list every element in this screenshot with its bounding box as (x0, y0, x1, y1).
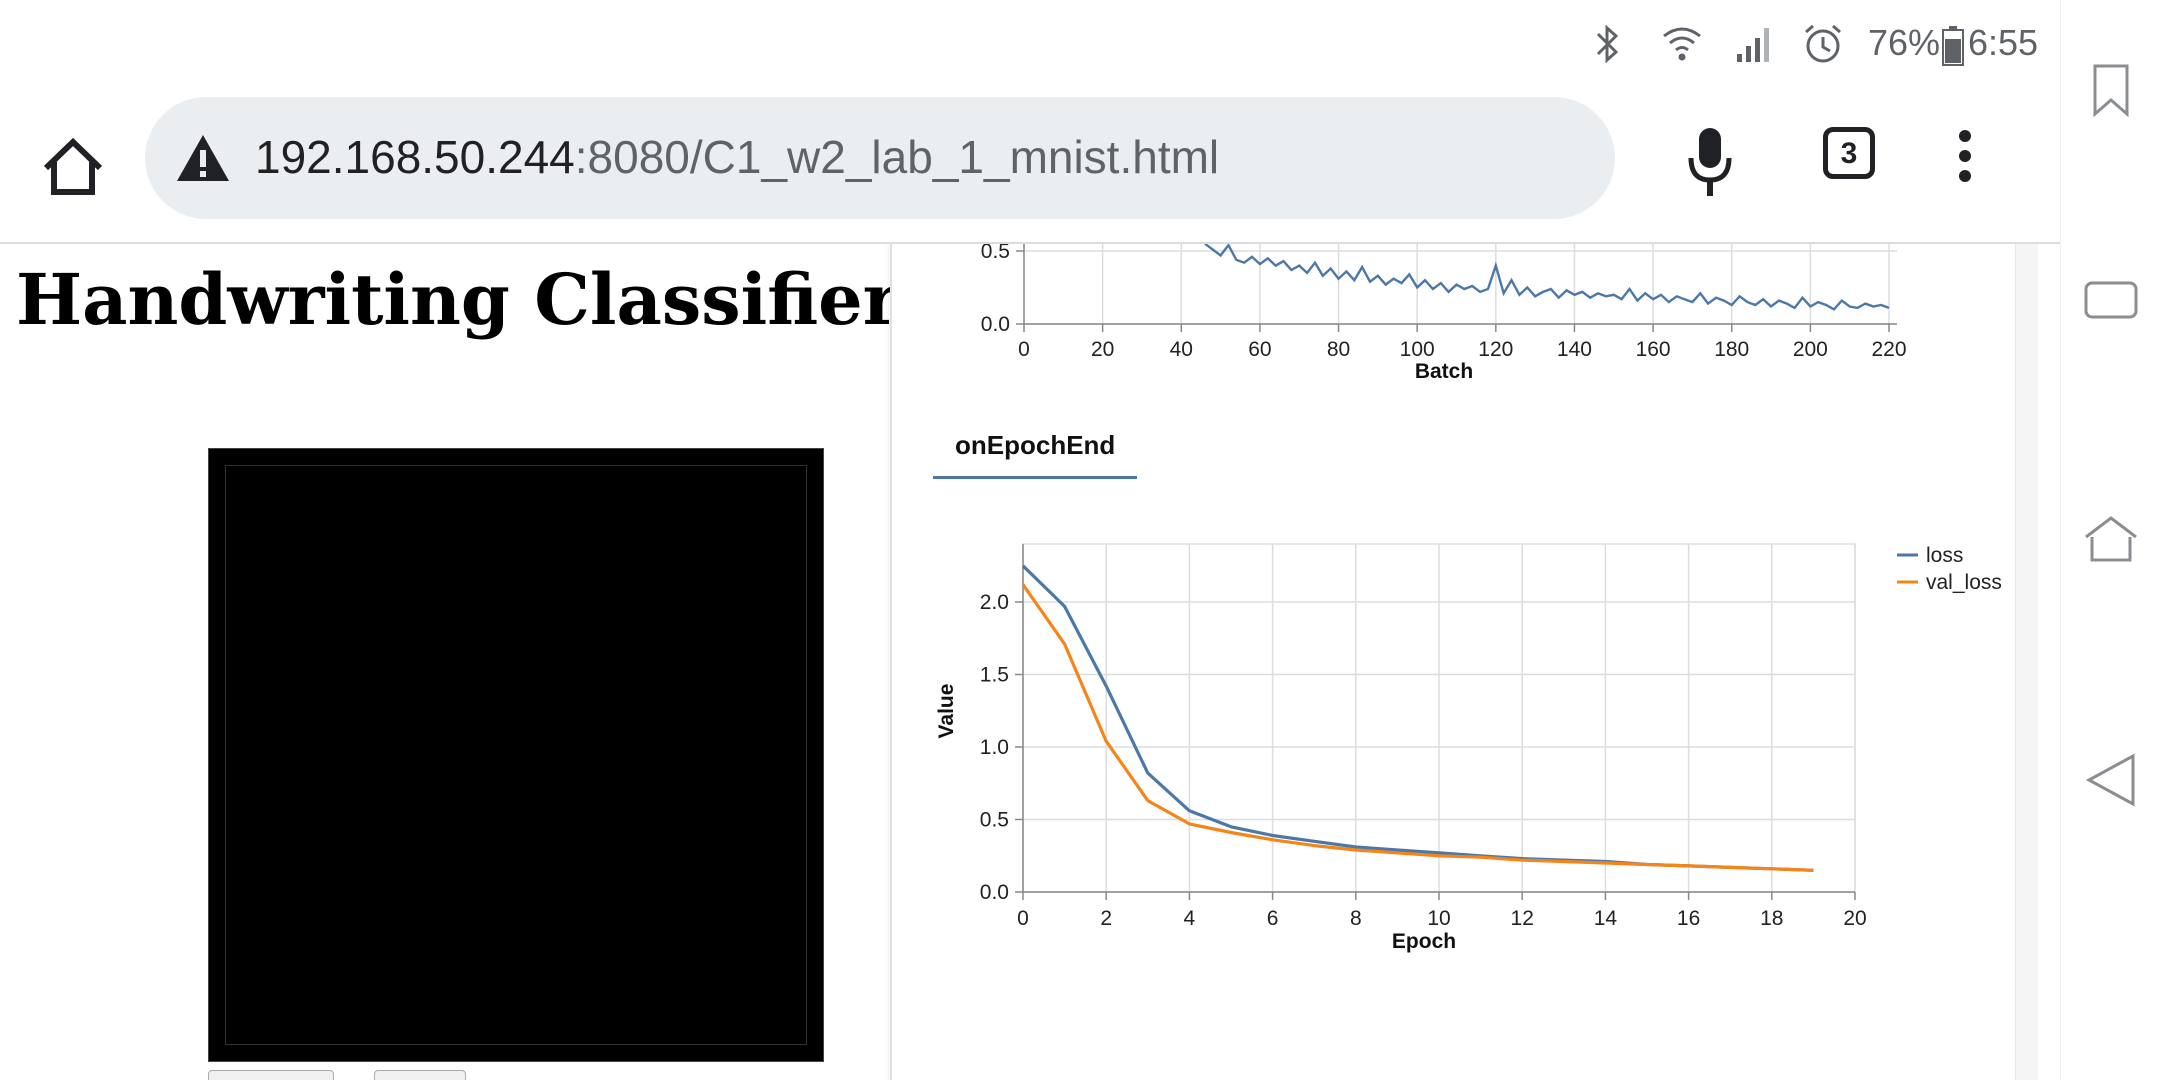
batch-x-tick-label: 0 (1018, 338, 1030, 361)
tab-switcher-button[interactable]: 3 (1823, 127, 1875, 179)
batch-x-tick-label: 220 (1871, 338, 1906, 361)
bookmark-icon[interactable] (2089, 62, 2133, 118)
batch-x-tick-label: 60 (1248, 338, 1271, 361)
epoch-y-axis-label: Value (935, 684, 958, 739)
epoch-chart: 0 2 4 6 8 10 12 14 16 18 20 0.0 0.5 1.0 1.5 2.0 Epoch V… (935, 543, 2002, 953)
batch-x-tick-label: 80 (1327, 338, 1350, 361)
epoch-x-tick-label: 10 (1427, 907, 1450, 930)
alarm-icon (1805, 24, 1841, 63)
batch-loss-line (1204, 244, 1890, 311)
batch-x-tick-label: 200 (1793, 338, 1828, 361)
browser-toolbar: 192.168.50.244:8080/C1_w2_lab_1_mnist.ht… (0, 92, 2060, 244)
clock-time: 6:55 (1968, 22, 2039, 63)
epoch-series-line-val_loss (1021, 583, 1814, 872)
epoch-series-line-loss (1021, 564, 1814, 872)
epoch-x-tick-label: 20 (1843, 907, 1866, 930)
drawing-canvas[interactable] (208, 448, 824, 1062)
tab-onepochend[interactable]: onEpochEnd (955, 430, 1116, 460)
batch-y-tick-label: 0.0 (981, 313, 1010, 336)
tab-underline (933, 476, 1137, 479)
visor-scrollbar[interactable] (2015, 244, 2038, 1080)
epoch-x-tick-label: 0 (1017, 907, 1029, 930)
batch-x-tick-label: 40 (1170, 338, 1193, 361)
batch-x-tick-label: 120 (1478, 338, 1513, 361)
epoch-y-tick-label: 0.5 (980, 809, 1009, 832)
recent-apps-icon[interactable] (2083, 278, 2139, 322)
battery-icon (1942, 26, 1964, 66)
epoch-x-tick-label: 18 (1760, 907, 1783, 930)
epoch-y-tick-label: 1.5 (980, 664, 1009, 687)
epoch-x-axis-label: Epoch (1392, 930, 1456, 953)
batch-x-tick-label: 20 (1091, 338, 1114, 361)
epoch-x-tick-label: 8 (1350, 907, 1362, 930)
visor-panel (890, 244, 2017, 1080)
bluetooth-icon (1596, 24, 1619, 64)
legend-label-val_loss: val_loss (1926, 571, 2002, 594)
more-options-icon[interactable] (1955, 128, 1975, 184)
legend-label-loss: loss (1926, 544, 1963, 567)
web-page: Handwriting Classifier! 0 20 40 60 80 100 120 1… (0, 244, 2060, 1080)
microphone-icon[interactable] (1685, 124, 1735, 204)
home-nav-icon[interactable] (2083, 515, 2139, 565)
home-button[interactable] (38, 132, 108, 202)
url-text[interactable]: 192.168.50.244:8080/C1_w2_lab_1_mnist.ht… (255, 127, 1219, 187)
epoch-x-tick-label: 14 (1594, 907, 1618, 930)
batch-x-tick-label: 160 (1636, 338, 1671, 361)
url-path: :8080/C1_w2_lab_1_mnist.html (574, 131, 1220, 183)
epoch-y-tick-label: 2.0 (980, 591, 1009, 614)
batch-x-tick-label: 100 (1400, 338, 1435, 361)
page-title: Handwriting Classifier! (16, 258, 931, 341)
address-bar[interactable]: 192.168.50.244:8080/C1_w2_lab_1_mnist.ht… (145, 97, 1615, 219)
epoch-y-tick-label: 1.0 (980, 736, 1009, 759)
wifi-icon (1663, 27, 1701, 61)
battery-percent: 76% (1868, 22, 1941, 63)
system-nav-bar (2060, 0, 2159, 1080)
batch-chart: 0 20 40 60 80 100 120 140 160 180 200 220 0.0 0.5 Bat… (981, 244, 1907, 383)
canvas-button-2[interactable] (374, 1070, 466, 1080)
epoch-x-tick-label: 6 (1267, 907, 1279, 930)
canvas-inner-border (225, 465, 807, 1045)
epoch-x-tick-label: 12 (1511, 907, 1534, 930)
warning-icon[interactable] (175, 133, 231, 183)
canvas-button-1[interactable] (208, 1070, 334, 1080)
signal-icon (1737, 28, 1769, 62)
epoch-y-tick-label: 0.0 (980, 881, 1009, 904)
batch-x-tick-label: 140 (1557, 338, 1592, 361)
epoch-x-tick-label: 16 (1677, 907, 1700, 930)
status-bar: 76% 6:55 (0, 0, 2060, 92)
epoch-x-tick-label: 2 (1100, 907, 1112, 930)
batch-y-tick-label: 0.5 (981, 244, 1010, 263)
batch-x-tick-label: 180 (1714, 338, 1749, 361)
url-host: 192.168.50.244 (255, 131, 575, 183)
back-nav-icon[interactable] (2083, 752, 2139, 808)
batch-x-axis-label: Batch (1415, 360, 1473, 383)
epoch-x-tick-label: 4 (1184, 907, 1196, 930)
